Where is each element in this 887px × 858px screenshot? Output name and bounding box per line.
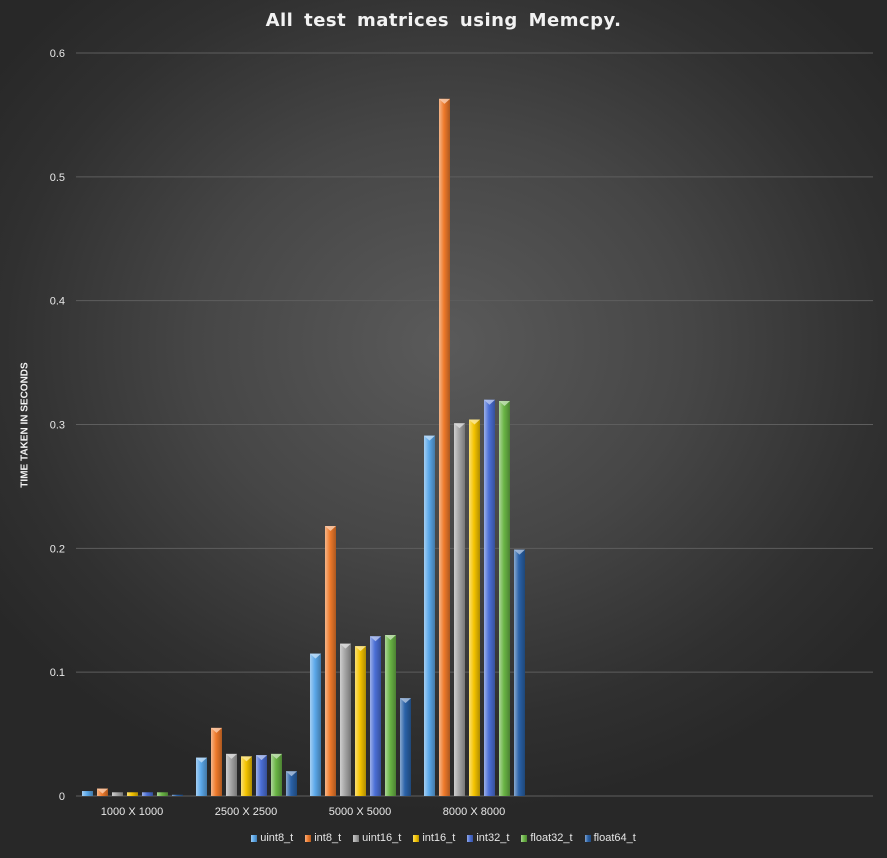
bar-cap (469, 419, 480, 425)
legend-swatch (584, 834, 591, 842)
bar-cap (340, 643, 351, 649)
bar-int8_t-3 (439, 98, 450, 796)
legend-item: int16_t (413, 832, 455, 844)
y-tick-label: 0.2 (50, 543, 65, 555)
bar-float32_t-1 (271, 753, 282, 796)
legend-label: uint16_t (362, 832, 402, 844)
legend: uint8_t int8_t uint16_t int16_t int32_t float… (0, 832, 887, 844)
bar-int32_t-1 (256, 755, 267, 796)
bar-uint16_t-0 (112, 792, 123, 796)
bar-float32_t-0 (157, 792, 168, 796)
bar-cap (355, 646, 366, 652)
x-tick-label: 1000 X 1000 (101, 806, 163, 818)
legend-swatch (251, 834, 258, 842)
legend-item: uint8_t (251, 832, 293, 844)
bar-cap (385, 635, 396, 641)
bar-cap (310, 653, 321, 659)
legend-item: int8_t (305, 832, 341, 844)
bar-uint8_t-1 (196, 757, 207, 796)
bar-float64_t-0 (172, 794, 183, 796)
legend-label: int16_t (422, 832, 456, 844)
bar-int8_t-2 (325, 526, 336, 796)
bar-cap (286, 771, 297, 777)
bar-uint16_t-3 (454, 423, 465, 796)
legend-swatch (353, 834, 360, 842)
legend-item: float64_t (584, 832, 636, 844)
legend-label: uint8_t (260, 832, 294, 844)
legend-swatch (521, 834, 528, 842)
bar-cap (196, 757, 207, 763)
legend-label: int8_t (314, 832, 342, 844)
bar-uint16_t-2 (340, 643, 351, 796)
bar-cap (97, 788, 108, 794)
bar-int16_t-0 (127, 792, 138, 796)
bar-uint8_t-3 (424, 435, 435, 796)
chart-title: All test matrices using Memcpy. (265, 10, 622, 31)
bar-cap (325, 526, 336, 532)
bar-int32_t-0 (142, 792, 153, 796)
bar-cap (241, 756, 252, 762)
legend-label: float32_t (530, 832, 573, 844)
bar-cap (499, 400, 510, 406)
bar-uint8_t-0 (82, 791, 93, 796)
legend-swatch (413, 834, 420, 842)
legend-swatch (467, 834, 474, 842)
bar-int16_t-1 (241, 756, 252, 796)
bar-cap (256, 755, 267, 761)
y-tick-label: 0.1 (50, 667, 65, 679)
bar-cap (226, 753, 237, 759)
bar-float64_t-1 (286, 771, 297, 796)
legend-item: uint16_t (353, 832, 401, 844)
legend-item: float32_t (521, 832, 573, 844)
bar-cap (454, 423, 465, 429)
bar-cap (400, 698, 411, 704)
bar-int16_t-3 (469, 419, 480, 796)
bar-float64_t-2 (400, 698, 411, 796)
bar-int32_t-3 (484, 399, 495, 796)
x-tick-label: 5000 X 5000 (329, 806, 391, 818)
bar-cap (211, 727, 222, 733)
bar-float64_t-3 (514, 549, 525, 796)
bar-cap (271, 753, 282, 759)
bar-cap (424, 435, 435, 441)
y-tick-label: 0.5 (50, 172, 65, 184)
bar-uint16_t-1 (226, 753, 237, 796)
y-tick-label: 0.3 (50, 420, 65, 432)
bar-cap (514, 549, 525, 555)
bar-float32_t-3 (499, 400, 510, 796)
bar-cap (370, 636, 381, 642)
bar-cap (484, 399, 495, 405)
legend-label: int32_t (476, 832, 510, 844)
legend-item: int32_t (467, 832, 509, 844)
legend-swatch (305, 834, 312, 842)
legend-label: float64_t (593, 832, 636, 844)
bar-int32_t-2 (370, 636, 381, 796)
x-tick-label: 8000 X 8000 (443, 806, 505, 818)
bar-int8_t-1 (211, 727, 222, 796)
x-tick-label: 2500 X 2500 (215, 806, 277, 818)
bar-cap (439, 98, 450, 104)
y-tick-label: 0.6 (50, 48, 65, 60)
bar-float32_t-2 (385, 635, 396, 796)
y-tick-label: 0 (59, 791, 65, 803)
bar-uint8_t-2 (310, 653, 321, 796)
y-tick-label: 0.4 (50, 296, 65, 308)
bar-int16_t-2 (355, 646, 366, 796)
